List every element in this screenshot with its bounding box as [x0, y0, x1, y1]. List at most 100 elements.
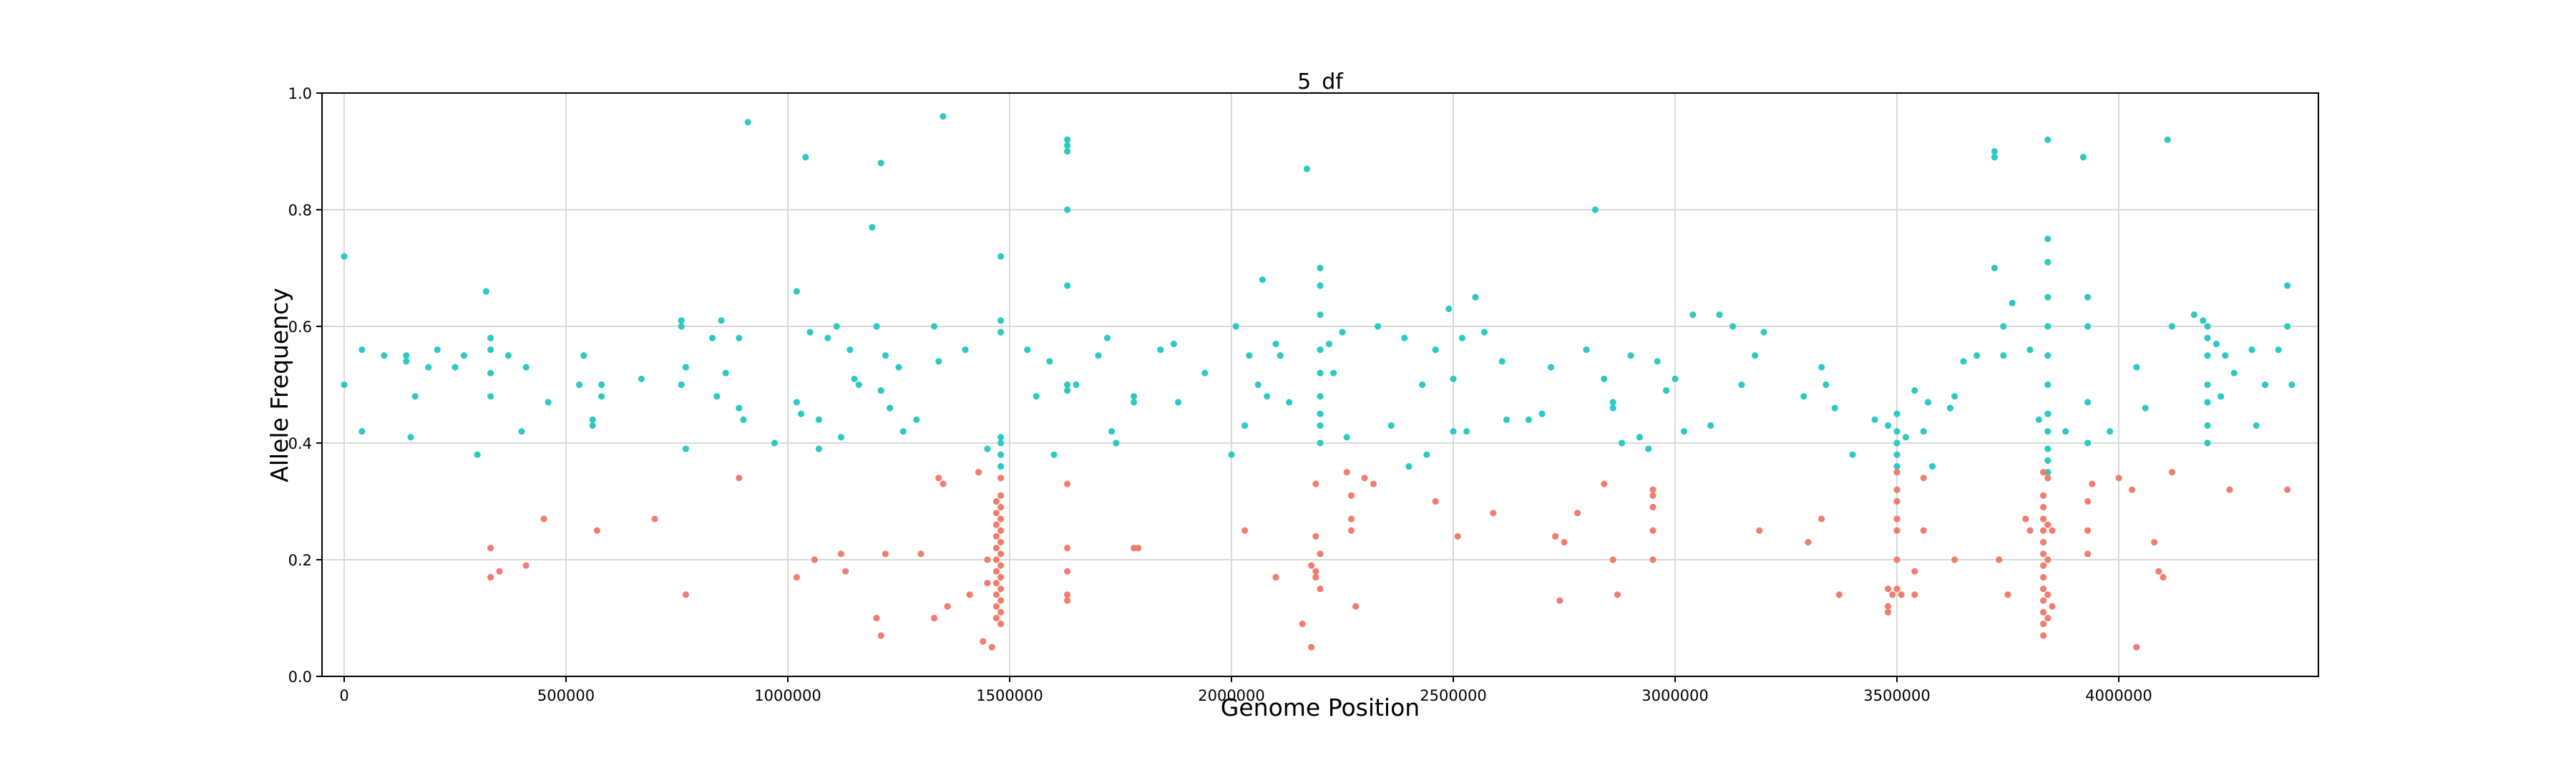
- salmon-data-point: [2040, 515, 2047, 522]
- y-tick-label: 0.0: [288, 669, 312, 686]
- teal-data-point: [802, 154, 809, 161]
- teal-data-point: [1175, 399, 1182, 406]
- salmon-data-point: [1064, 591, 1071, 598]
- teal-data-point: [847, 346, 854, 354]
- teal-data-point: [1960, 358, 1967, 365]
- teal-data-point: [2253, 422, 2260, 429]
- teal-data-point: [1463, 428, 1470, 435]
- teal-data-point: [984, 445, 991, 452]
- teal-data-point: [1375, 323, 1382, 330]
- teal-data-point: [2035, 416, 2042, 424]
- salmon-data-point: [2168, 469, 2175, 476]
- teal-data-point: [2218, 393, 2225, 400]
- teal-data-point: [2044, 258, 2051, 266]
- salmon-data-point: [997, 608, 1005, 616]
- salmon-data-point: [837, 550, 844, 558]
- teal-data-point: [1823, 381, 1830, 389]
- salmon-data-point: [1911, 591, 1918, 598]
- teal-data-point: [877, 387, 884, 394]
- salmon-data-point: [1893, 469, 1901, 476]
- teal-data-point: [1951, 393, 1958, 400]
- y-axis-label: Allele Frequency: [265, 288, 293, 482]
- teal-data-point: [487, 393, 494, 400]
- salmon-data-point: [1064, 480, 1071, 487]
- teal-data-point: [1201, 369, 1209, 376]
- y-tick-label: 0.2: [288, 552, 312, 569]
- teal-data-point: [1645, 445, 1652, 452]
- teal-data-point: [2275, 346, 2282, 354]
- salmon-data-point: [1920, 475, 1927, 482]
- salmon-data-point: [2044, 475, 2051, 482]
- salmon-data-point: [1893, 585, 1901, 593]
- teal-data-point: [1538, 410, 1546, 417]
- x-tick-label: 0: [339, 687, 348, 704]
- teal-data-point: [806, 329, 814, 336]
- salmon-data-point: [651, 515, 658, 522]
- x-tick-label: 3000000: [1641, 687, 1709, 704]
- salmon-data-point: [593, 527, 601, 534]
- teal-data-point: [1317, 439, 1324, 447]
- salmon-data-point: [1347, 515, 1355, 522]
- teal-data-point: [1885, 422, 1892, 429]
- teal-data-point: [2262, 381, 2269, 389]
- axis-ticks: 0 500000 1000000 1500000 2000000 2500000 30000…: [288, 85, 2152, 704]
- teal-data-point: [1108, 428, 1116, 435]
- salmon-data-point: [877, 632, 884, 639]
- salmon-data-point: [2044, 556, 2051, 563]
- teal-data-point: [1131, 393, 1138, 400]
- teal-data-point: [1246, 352, 1253, 359]
- salmon-data-point: [2089, 480, 2096, 487]
- salmon-data-point: [2084, 497, 2092, 505]
- salmon-data-point: [1649, 527, 1657, 534]
- salmon-data-point: [873, 614, 880, 622]
- teal-data-point: [2248, 346, 2255, 354]
- salmon-data-point: [2004, 591, 2011, 598]
- salmon-data-point: [997, 550, 1005, 558]
- teal-data-point: [997, 329, 1005, 336]
- teal-data-point: [2000, 352, 2007, 359]
- teal-data-point: [997, 463, 1005, 470]
- salmon-data-point: [1299, 621, 1306, 628]
- teal-data-point: [2044, 445, 2051, 452]
- teal-data-point: [407, 434, 414, 441]
- teal-data-point: [1707, 422, 1714, 429]
- teal-data-point: [1157, 346, 1164, 354]
- teal-data-point: [1729, 323, 1737, 330]
- teal-data-point: [1228, 451, 1235, 458]
- teal-data-point: [1752, 352, 1759, 359]
- salmon-data-point: [1893, 515, 1901, 522]
- salmon-data-point: [984, 580, 991, 587]
- salmon-data-point: [1818, 515, 1825, 522]
- teal-data-point: [434, 346, 441, 354]
- salmon-data-point: [2155, 568, 2162, 575]
- x-tick-label: 3500000: [1863, 687, 1931, 704]
- salmon-data-point: [2115, 475, 2122, 482]
- salmon-data-point: [2133, 643, 2140, 651]
- salmon-data-point: [1312, 480, 1319, 487]
- teal-data-point: [895, 364, 902, 371]
- teal-data-point: [1893, 451, 1901, 458]
- salmon-data-point: [1272, 573, 1279, 581]
- salmon-data-point: [992, 545, 1000, 552]
- salmon-data-point: [1135, 545, 1142, 552]
- salmon-data-point: [2044, 591, 2051, 598]
- teal-data-point: [487, 346, 494, 354]
- salmon-data-point: [1951, 556, 1958, 563]
- salmon-data-point: [1609, 556, 1616, 563]
- salmon-data-point: [1996, 556, 2003, 563]
- salmon-data-point: [2040, 527, 2047, 534]
- teal-data-point: [1286, 399, 1293, 406]
- salmon-data-point: [2040, 597, 2047, 604]
- teal-data-point: [1991, 154, 1998, 161]
- salmon-data-point: [980, 638, 987, 645]
- salmon-data-point: [793, 573, 800, 581]
- salmon-data-point: [1432, 497, 1439, 505]
- teal-data-point: [2230, 369, 2238, 376]
- salmon-data-point: [2040, 608, 2047, 616]
- salmon-data-point: [2040, 469, 2047, 476]
- teal-data-point: [1716, 311, 1723, 319]
- teal-data-point: [887, 404, 894, 412]
- teal-data-point: [1800, 393, 1807, 400]
- y-tick-label: 0.8: [288, 202, 312, 219]
- salmon-data-point: [997, 538, 1005, 546]
